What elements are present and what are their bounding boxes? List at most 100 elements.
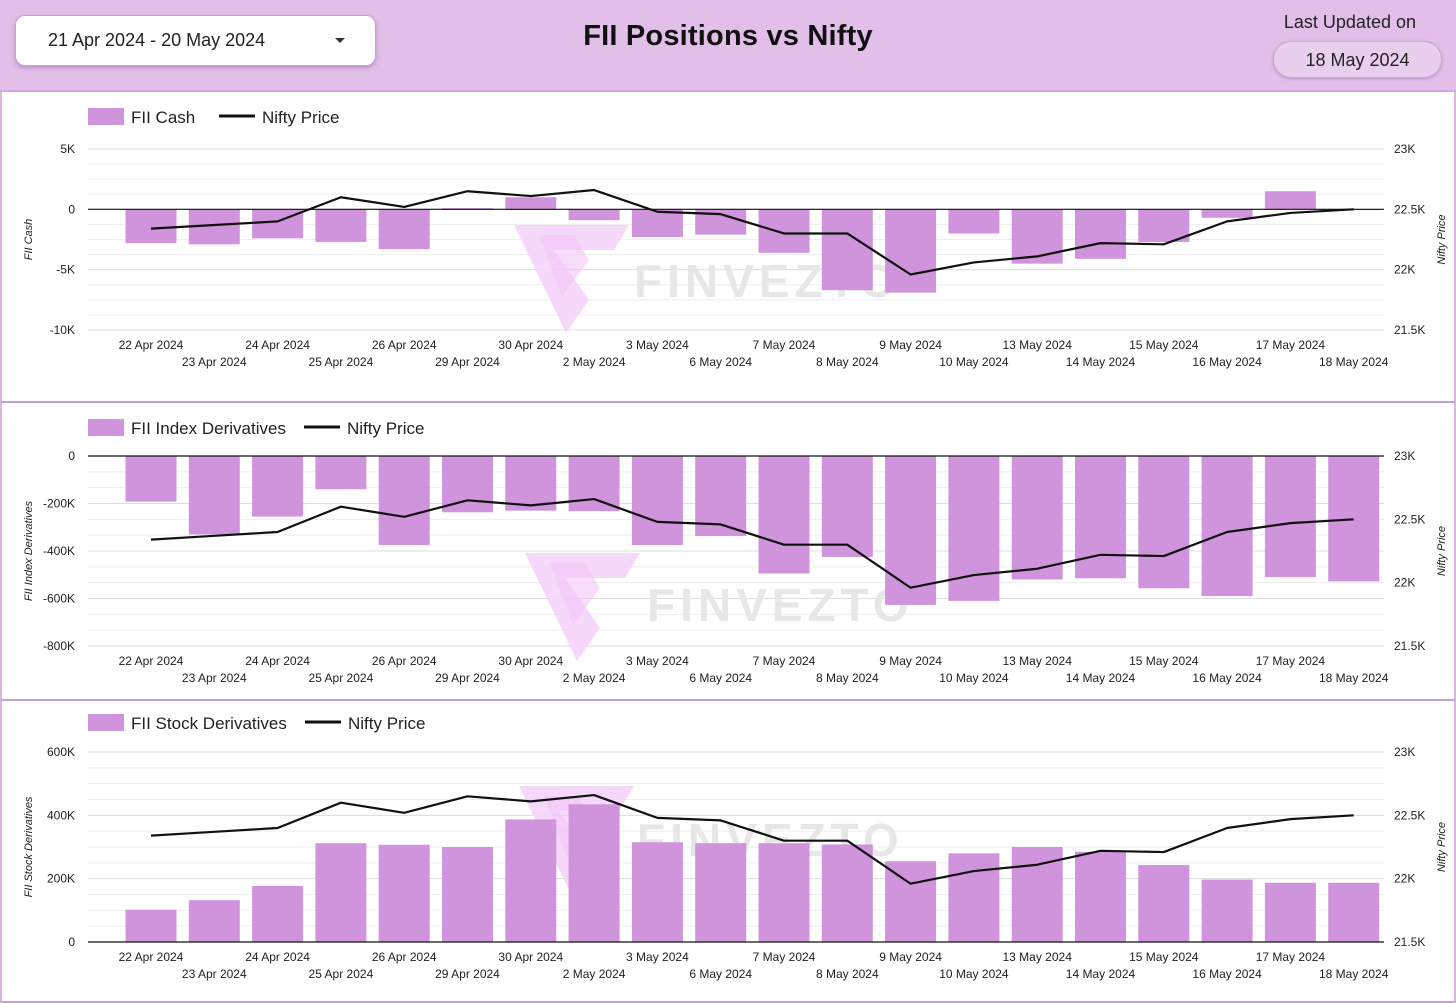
y-axis-title: FII Stock Derivatives — [23, 796, 35, 897]
bar — [1138, 456, 1190, 589]
bar — [885, 209, 937, 293]
bar — [758, 456, 810, 574]
x-tick-label: 22 Apr 2024 — [119, 338, 184, 352]
x-tick-label: 14 May 2024 — [1066, 671, 1136, 685]
bar — [631, 209, 683, 238]
y2-tick-label: 23K — [1394, 142, 1415, 156]
y2-tick-label: 22.5K — [1394, 512, 1425, 526]
chevron-down-icon — [335, 38, 345, 43]
x-tick-label: 7 May 2024 — [753, 654, 816, 668]
bar — [1075, 456, 1126, 579]
x-tick-label: 26 Apr 2024 — [372, 338, 437, 352]
bar — [948, 456, 1000, 601]
fii-index-derivatives-chart: FINVEZTO 0 -200K -400K -600K -800K 23K 22.5K 22K… — [23, 419, 1448, 685]
x-tick-label: 30 Apr 2024 — [498, 950, 563, 964]
nifty-price-line — [150, 497, 1354, 589]
y-tick-label: 0 — [68, 935, 75, 949]
x-tick-label: 24 Apr 2024 — [245, 654, 310, 668]
bar — [948, 853, 1000, 942]
bar — [505, 819, 557, 942]
x-tick-label: 9 May 2024 — [879, 654, 942, 668]
bar — [378, 209, 430, 250]
y2-tick-label: 22K — [1394, 263, 1415, 277]
bar — [1138, 209, 1190, 242]
bar — [1138, 865, 1190, 942]
bar — [631, 456, 683, 546]
x-tick-label: 8 May 2024 — [816, 671, 879, 685]
x-tick-label: 7 May 2024 — [753, 338, 816, 352]
bar — [821, 456, 873, 557]
x-tick-label: 26 Apr 2024 — [372, 950, 437, 964]
bar — [442, 208, 493, 210]
y-tick-label: -800K — [43, 639, 75, 653]
y2-tick-label: 22.5K — [1394, 808, 1425, 822]
x-tick-label: 14 May 2024 — [1066, 967, 1136, 981]
bar — [821, 844, 873, 942]
bar — [758, 209, 810, 253]
bar — [188, 456, 240, 535]
fii-stock-derivatives-chart: FINVEZTO600K400K200K023K22.5K22K21.5K22 … — [23, 714, 1448, 981]
bar — [188, 900, 240, 942]
x-tick-label: 25 Apr 2024 — [309, 671, 374, 685]
bar — [1011, 456, 1063, 580]
x-tick-label: 23 Apr 2024 — [182, 967, 247, 981]
x-tick-label: 15 May 2024 — [1129, 950, 1199, 964]
x-tick-label: 24 Apr 2024 — [245, 950, 310, 964]
x-tick-label: 17 May 2024 — [1256, 654, 1326, 668]
legend-swatch-bars — [88, 714, 124, 731]
x-tick-label: 2 May 2024 — [563, 671, 626, 685]
x-tick-label: 24 Apr 2024 — [245, 338, 310, 352]
finvezto-watermark-logo — [514, 225, 629, 333]
y-tick-label: -10K — [50, 323, 75, 337]
x-tick-label: 25 Apr 2024 — [309, 355, 374, 369]
x-tick-label: 2 May 2024 — [563, 355, 626, 369]
y2-tick-label: 22K — [1394, 576, 1415, 590]
date-range-dropdown[interactable]: 21 Apr 2024 - 20 May 2024 — [15, 15, 376, 66]
bar — [631, 842, 683, 942]
x-tick-label: 10 May 2024 — [939, 355, 1009, 369]
x-tick-label: 13 May 2024 — [1003, 338, 1073, 352]
x-tick-label: 29 Apr 2024 — [435, 671, 500, 685]
x-tick-label: 18 May 2024 — [1319, 671, 1389, 685]
y-tick-label: 600K — [47, 745, 75, 759]
bar — [695, 843, 747, 942]
x-tick-label: 3 May 2024 — [626, 950, 689, 964]
dashboard-header: 21 Apr 2024 - 20 May 2024 FII Positions … — [0, 0, 1456, 92]
x-tick-label: 29 Apr 2024 — [435, 967, 500, 981]
y2-tick-label: 21.5K — [1394, 639, 1425, 653]
y2-axis-title: Nifty Price — [1436, 526, 1448, 576]
fii-stock-derivatives-chart-panel: FINVEZTO 600K 400K 200K 0 23K 22.5K 22K 21.5K 22 … — [0, 701, 1456, 1003]
x-tick-label: 18 May 2024 — [1319, 967, 1389, 981]
x-tick-label: 23 Apr 2024 — [182, 355, 247, 369]
x-tick-label: 6 May 2024 — [689, 671, 752, 685]
x-tick-label: 10 May 2024 — [939, 671, 1009, 685]
y-tick-label: -5K — [56, 263, 75, 277]
bar — [1075, 851, 1126, 942]
bar — [885, 861, 937, 942]
y-tick-label: 400K — [47, 808, 75, 822]
legend-label: Nifty Price — [347, 419, 424, 438]
legend-label: FII Stock Derivatives — [131, 714, 287, 733]
bar — [1011, 847, 1063, 942]
bar — [125, 209, 177, 244]
x-tick-label: 7 May 2024 — [753, 950, 816, 964]
bar — [948, 209, 1000, 234]
bar — [315, 209, 367, 242]
y-tick-label: 5K — [60, 142, 75, 156]
x-tick-label: 9 May 2024 — [879, 338, 942, 352]
x-tick-label: 30 Apr 2024 — [498, 654, 563, 668]
bar — [252, 456, 304, 517]
bar — [1328, 882, 1380, 942]
bar — [1264, 456, 1316, 578]
bar — [568, 209, 620, 221]
x-tick-label: 13 May 2024 — [1003, 950, 1073, 964]
x-tick-label: 6 May 2024 — [689, 355, 752, 369]
x-tick-label: 29 Apr 2024 — [435, 355, 500, 369]
x-tick-label: 16 May 2024 — [1192, 967, 1262, 981]
last-updated-date: 18 May 2024 — [1273, 41, 1442, 78]
x-tick-label: 2 May 2024 — [563, 967, 626, 981]
legend-label: FII Index Derivatives — [131, 419, 286, 438]
legend-label: FII Cash — [131, 108, 195, 127]
legend-label: Nifty Price — [348, 714, 425, 733]
